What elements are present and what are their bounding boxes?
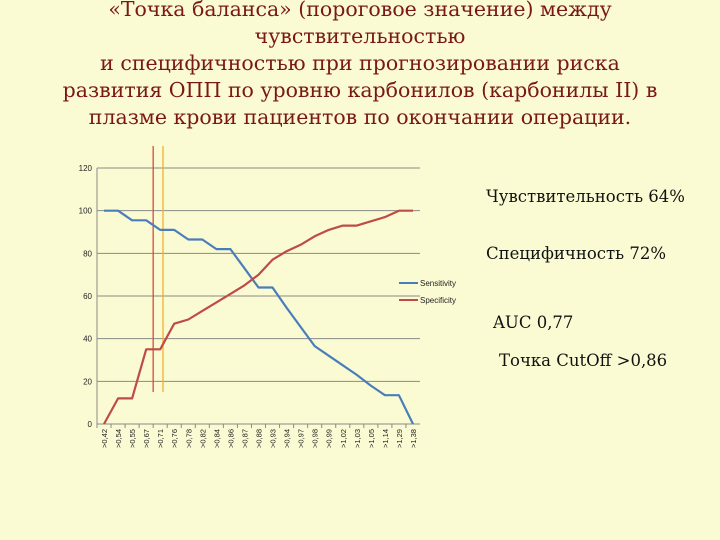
series-line-sensitivity <box>104 209 414 425</box>
y-axis: 0 20 40 60 80 100 120 <box>79 164 98 429</box>
y-tick-label: 60 <box>83 292 92 301</box>
x-tick-label: >0,55 <box>128 429 137 448</box>
y-tick-label: 40 <box>83 335 92 344</box>
threshold-lines <box>152 146 164 392</box>
cutoff-annotation: Точка CutOff >0,86 <box>499 351 668 370</box>
x-tick-label: >0,54 <box>114 429 123 448</box>
series-line-specificity <box>103 209 413 425</box>
x-tick-label: >0,82 <box>198 429 207 448</box>
y-tick-label: 120 <box>79 164 93 173</box>
y-tick-label: 0 <box>88 420 93 429</box>
legend-label-sensitivity: Sensitivity <box>420 279 456 288</box>
legend: Sensitivity Specificity <box>399 279 456 305</box>
x-tick-label: >0,67 <box>142 429 151 448</box>
x-tick-label: >0,78 <box>184 429 193 448</box>
specificity-annotation: Специфичность 72% <box>486 244 667 263</box>
x-tick-label: >0,99 <box>325 429 334 448</box>
x-tick-label: >1,29 <box>395 429 404 448</box>
y-tick-label: 80 <box>83 249 92 258</box>
x-tick-label: >0,88 <box>255 429 264 448</box>
y-tick-label: 100 <box>79 207 93 216</box>
x-axis: >0,42 >0,54 >0,55 >0,67 >0,71 >0,76 >0,78 >0,82… <box>96 424 418 448</box>
auc-annotation: AUC 0,77 <box>493 313 574 332</box>
x-tick-label: >0,98 <box>311 429 320 448</box>
chart-title: «Точка баланса» (пороговое значение) меж… <box>0 0 720 131</box>
x-tick-label: >0,97 <box>297 429 306 448</box>
x-tick-label: >0,94 <box>283 429 292 448</box>
title-line-5: плазме крови пациентов по окончании опер… <box>88 105 632 129</box>
x-tick-label: >1,02 <box>339 429 348 448</box>
x-tick-label: >1,03 <box>353 429 362 448</box>
title-line-1: «Точка баланса» (пороговое значение) меж… <box>108 0 612 21</box>
x-tick-label: >0,76 <box>170 429 179 448</box>
sensitivity-annotation: Чувствительность 64% <box>486 187 685 206</box>
x-tick-label: >0,87 <box>240 429 249 448</box>
title-line-2: чувствительностью <box>254 24 466 48</box>
x-tick-label: >0,71 <box>156 429 165 448</box>
x-tick-label: >0,93 <box>269 429 278 448</box>
x-tick-label: >0,42 <box>100 429 109 448</box>
x-tick-label: >0,84 <box>212 429 221 448</box>
x-tick-label: >1,05 <box>367 429 376 448</box>
title-line-3: и специфичностью при прогнозировании рис… <box>100 51 620 75</box>
x-tick-label: >0,86 <box>226 429 235 448</box>
x-tick-label: >1,38 <box>409 429 418 448</box>
x-tick-label: >1,14 <box>381 429 390 448</box>
series-lines <box>103 209 414 425</box>
legend-label-specificity: Specificity <box>420 296 456 305</box>
title-line-4: развития ОПП по уровню карбонилов (карбо… <box>62 78 658 102</box>
y-tick-label: 20 <box>83 377 92 386</box>
